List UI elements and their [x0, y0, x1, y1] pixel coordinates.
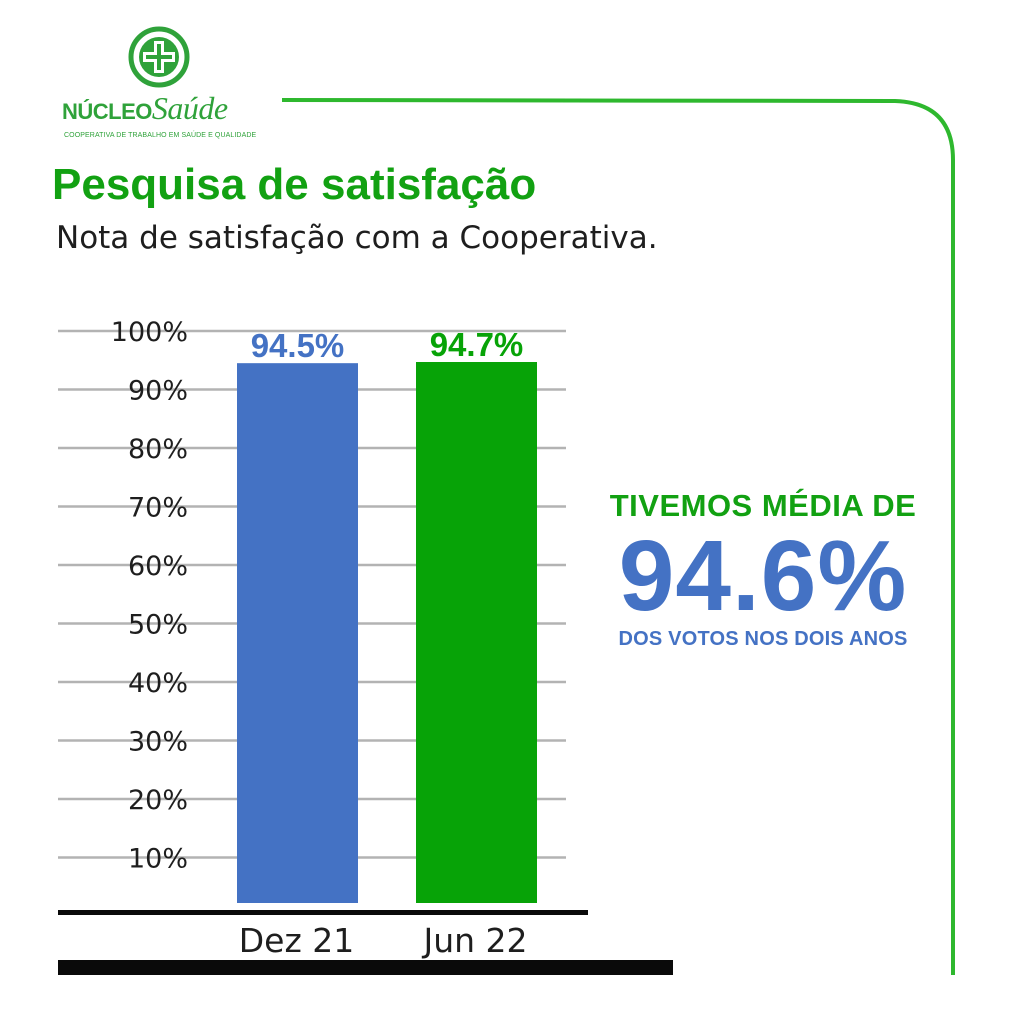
x-axis-line: [58, 910, 588, 915]
y-tick-label: 40%: [128, 668, 188, 699]
y-tick-label: 80%: [128, 434, 188, 465]
y-tick-labels: 10% 20% 30% 40% 50% 60% 70% 80% 90% 100%: [111, 317, 188, 875]
logo-wordmark: NÚCLEOSaúde: [62, 90, 262, 127]
frame-line: [281, 98, 955, 975]
y-tick-label: 30%: [128, 727, 188, 758]
summary-heading: TIVEMOS MÉDIA DE: [609, 488, 917, 523]
bar: [416, 362, 537, 903]
y-tick-label: 70%: [128, 493, 188, 524]
summary-callout: TIVEMOS MÉDIA DE 94.6% DOS VOTOS NOS DOI…: [570, 488, 956, 651]
logo: NÚCLEOSaúde COOPERATIVA DE TRABALHO EM S…: [62, 22, 262, 139]
baseline-bar: [58, 960, 673, 975]
y-tick-label: 10%: [128, 844, 188, 875]
medical-cross-icon: [128, 26, 190, 88]
x-category-label: Jun 22: [421, 921, 527, 960]
bars: [237, 362, 537, 903]
bar: [237, 363, 358, 903]
page-title: Pesquisa de satisfação: [52, 160, 537, 209]
y-tick-label: 90%: [128, 376, 188, 407]
data-labels: 94.5% 94.7%: [251, 326, 524, 364]
logo-name-part2: Saúde: [151, 90, 228, 126]
y-tick-label: 100%: [111, 317, 188, 348]
y-tick-label: 60%: [128, 551, 188, 582]
x-category-label: Dez 21: [239, 921, 355, 960]
logo-name-part1: NÚCLEO: [62, 99, 152, 124]
data-label: 94.5%: [251, 327, 345, 364]
x-category-labels: Dez 21 Jun 22: [239, 921, 528, 960]
logo-tagline: COOPERATIVA DE TRABALHO EM SAÚDE E QUALI…: [64, 132, 257, 139]
x-axis: [58, 910, 673, 975]
page-subtitle: Nota de satisfação com a Cooperativa.: [56, 220, 658, 256]
y-tick-label: 50%: [128, 610, 188, 641]
data-label: 94.7%: [430, 326, 524, 363]
y-tick-label: 20%: [128, 785, 188, 816]
summary-caption: DOS VOTOS NOS DOIS ANOS: [618, 628, 908, 650]
summary-value: 94.6%: [618, 520, 908, 632]
